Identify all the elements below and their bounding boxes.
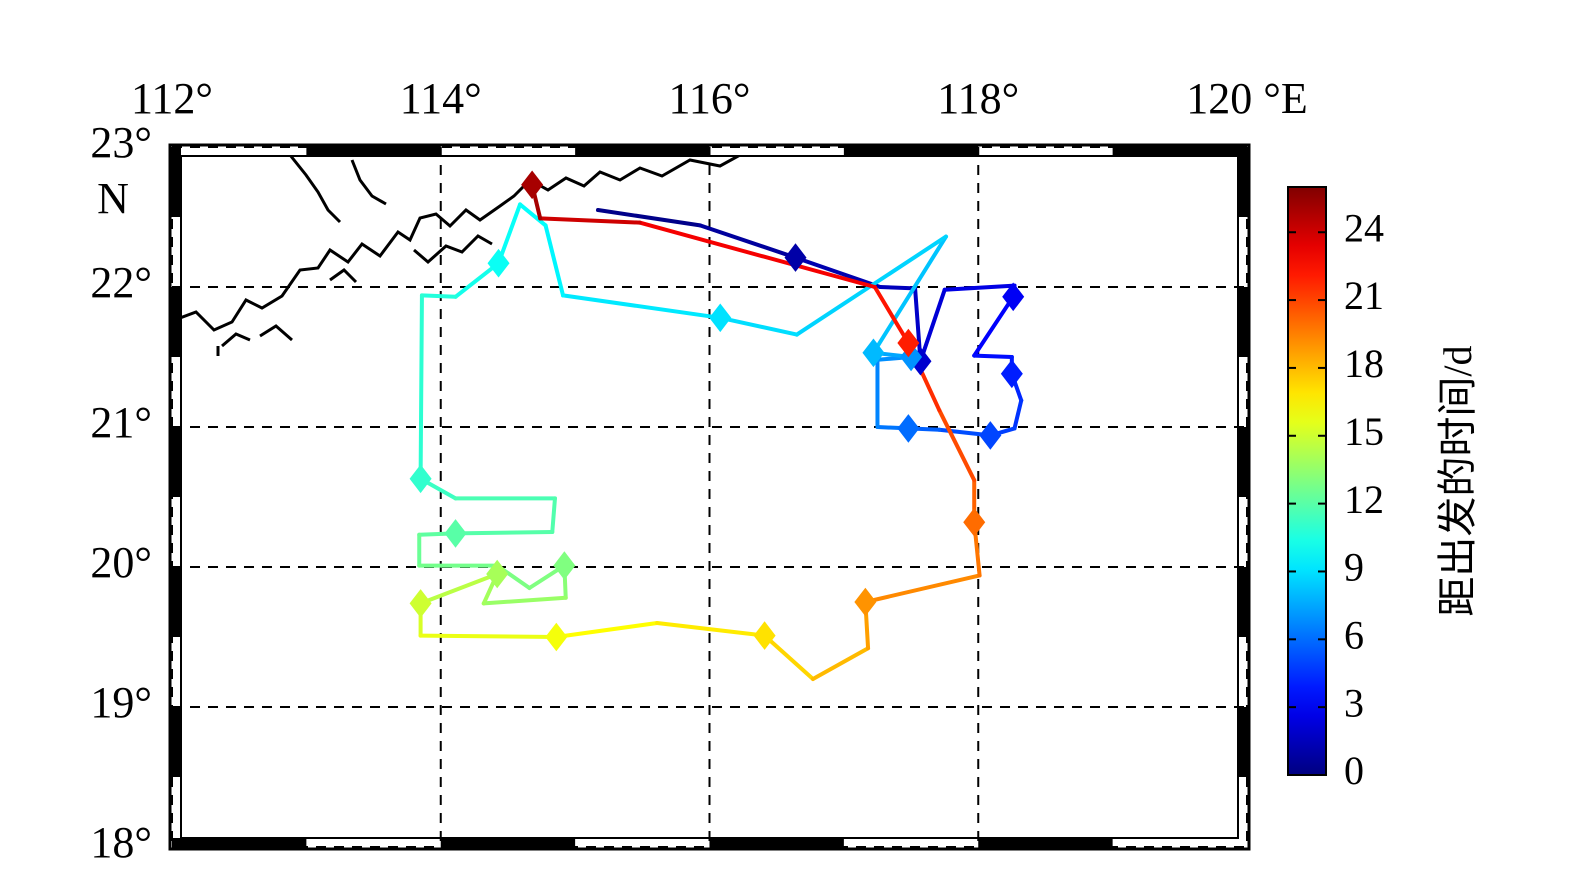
track-segment [937,408,977,483]
x-tick-label: 112° [131,74,213,123]
track-segment [872,285,911,345]
coastline [180,155,741,356]
frame-segment [171,287,181,357]
track-segment [418,633,559,639]
colorbar-tick-label: 21 [1344,273,1384,318]
daily-marker [409,589,432,618]
track-segment [550,496,557,534]
track-segment [871,234,948,355]
track-segment [942,283,1017,292]
daily-marker [897,328,920,358]
frame-segment [171,707,181,777]
daily-marker [909,346,932,376]
frame-segment [1238,707,1248,777]
colorbar-tick-label: 0 [1344,748,1364,793]
track-segment [561,293,723,320]
colorbar-tick-label: 3 [1344,680,1364,725]
colorbar [1287,186,1327,776]
y-tick-label: 22° [90,258,152,307]
daily-marker [444,519,467,548]
track-segment [918,287,947,364]
track-segment [762,633,815,681]
track-segment [793,255,883,289]
frame-segment [1238,147,1248,217]
colorbar-tick-label: 12 [1344,477,1384,522]
y-tick-label: 21° [90,398,152,447]
track-segment [637,220,877,289]
track-segment [418,293,424,481]
x-tick-label: 116° [669,74,751,123]
y-tick-label: 20° [90,538,152,587]
colorbar-tick-label: 24 [1344,205,1384,250]
daily-marker [709,303,732,333]
frame-segment [172,838,307,848]
daily-marker [1000,359,1023,389]
track-segment [810,646,871,681]
track-segment [863,573,982,604]
daily-marker [486,559,509,589]
frame-segment [575,146,710,156]
map-frame [168,143,1251,851]
daily-marker [979,421,1002,450]
daily-marker [487,248,510,278]
track-segment [972,353,1014,359]
daily-marker [862,338,885,368]
daily-marker [521,170,544,200]
track-segment [481,595,568,606]
track-segment [1012,398,1024,431]
y-tick-label: 19° [90,678,152,727]
frame-segment [1112,146,1247,156]
daily-marker [784,243,807,272]
track-segment [538,216,642,225]
track-segment [655,621,767,638]
frame-segment [978,838,1113,848]
frame-segment [1238,287,1248,357]
x-tick-label: 120 °E [1186,74,1307,123]
daily-marker [553,551,576,580]
y-tick-label: 18° [90,818,152,867]
y-tick-label: 23° [90,118,152,167]
track-segment [419,293,458,299]
track-segment [453,261,501,299]
track-segment [518,202,548,228]
frame-segment [440,838,576,848]
frame-segment [171,427,181,497]
frame-segment [171,567,181,637]
daily-marker [897,414,920,443]
track-segment [698,223,798,260]
daily-marker [545,622,568,652]
track-segment [878,285,918,291]
colorbar-tick-label: 15 [1344,409,1384,454]
frame-segment [1238,427,1248,497]
track-segment [595,208,703,228]
frame-segment [709,838,844,848]
daily-marker [854,587,877,617]
colorbar-tick-label: 9 [1344,545,1364,590]
track-segment [554,621,660,639]
y-axis-label: N [97,174,129,223]
frame-segment [1238,567,1248,637]
x-tick-label: 118° [937,74,1019,123]
frame-segment [843,146,979,156]
daily-marker [963,507,986,537]
frame-outline [168,143,1251,851]
track-segment [718,315,799,337]
frame-segment [171,147,181,217]
daily-marker [1002,282,1025,312]
colorbar-tick-label: 6 [1344,612,1364,657]
colorbar-label: 距出发的时间/d [1435,345,1480,616]
coastline-path [180,155,741,356]
x-tick-label: 114° [400,74,482,123]
daily-marker [409,464,432,494]
daily-marker [753,621,776,650]
track-segment [972,294,1016,358]
track-segment [543,223,566,298]
track-segment [418,572,500,606]
colorbar-tick-label: 18 [1344,341,1384,386]
frame-segment [306,146,441,156]
track-segment [496,202,523,266]
track-segment [453,530,555,536]
